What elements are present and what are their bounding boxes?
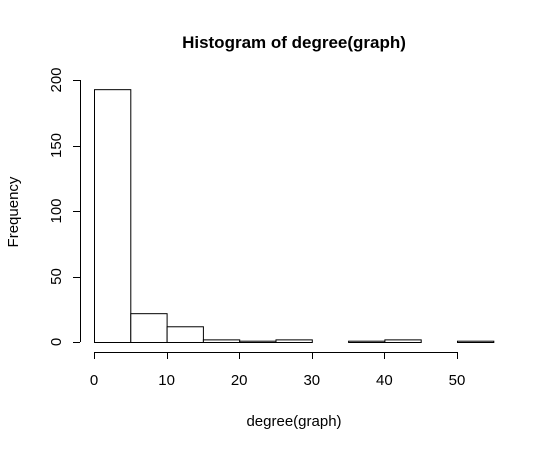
histogram-bar-2 <box>166 326 204 343</box>
x-tick-label: 0 <box>90 372 98 389</box>
x-tick-label: 30 <box>303 372 320 389</box>
y-tick-label: 100 <box>48 198 65 223</box>
y-axis-label: Frequency <box>5 176 22 247</box>
x-axis-label: degree(graph) <box>246 413 341 430</box>
bars-group <box>94 89 495 344</box>
y-tick-label: 50 <box>48 268 65 285</box>
x-tick-label: 40 <box>376 372 393 389</box>
histogram-bar-10 <box>457 340 495 344</box>
y-tick-label: 0 <box>48 338 65 346</box>
histogram-bar-8 <box>384 339 422 344</box>
y-axis: 0 50 100 150 200 <box>48 67 81 346</box>
histogram-bar-3 <box>202 339 241 344</box>
x-tick-label: 10 <box>158 372 175 389</box>
x-tick-label: 50 <box>449 372 466 389</box>
y-tick-label: 150 <box>48 133 65 158</box>
x-axis: 0 10 20 30 40 50 <box>90 352 466 389</box>
chart-title: Histogram of degree(graph) <box>182 33 406 52</box>
histogram-bar-0 <box>94 89 132 343</box>
y-tick-label: 200 <box>48 67 65 92</box>
histogram-bar-4 <box>239 340 277 344</box>
histogram-bar-5 <box>275 339 313 344</box>
histogram-bar-7 <box>348 340 386 344</box>
x-tick-label: 20 <box>231 372 248 389</box>
histogram-bar-1 <box>130 313 168 343</box>
